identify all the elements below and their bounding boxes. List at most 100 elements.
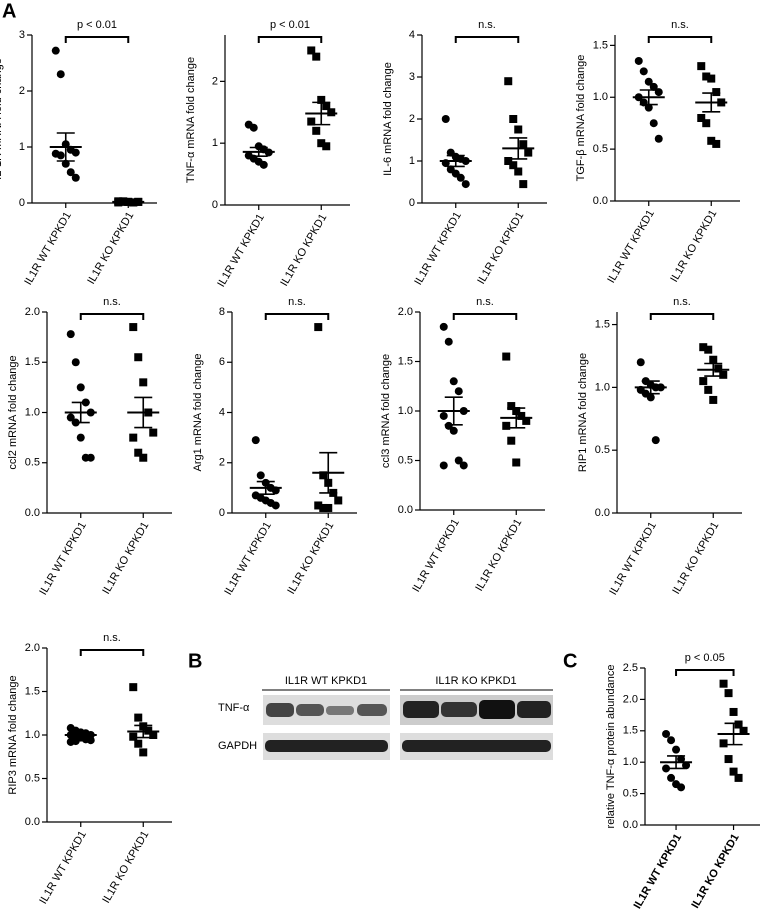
y-tick-label: 1.5 [595,318,610,330]
point [139,748,148,757]
point [702,72,711,81]
x-tick-label: IL1R KO KPKD1 [278,212,329,288]
annotation: p < 0.01 [77,19,117,31]
blot-group: IL1R WT KPKD1 [285,675,367,687]
y-tick-label: 1.5 [623,725,638,737]
significance-bracket [257,36,323,43]
point [509,161,518,170]
y-axis-label: TNF-α mRNA fold change [185,57,197,183]
point [134,739,143,748]
point [502,352,511,361]
x-tick-label: IL1R KO KPKD1 [100,829,151,905]
y-tick-label: 0.5 [25,457,40,469]
blot-group: IL1R KO KPKD1 [435,675,516,687]
point [646,393,655,402]
y-axis-label: RIP1 mRNA fold change [577,353,589,472]
y-axis-label: TGF-β mRNA fold change [575,55,587,182]
point [251,436,260,445]
band [479,700,515,719]
annotation: n.s. [476,296,494,308]
y-tick-label: 8 [219,306,225,318]
point [649,82,658,91]
point [644,77,653,86]
point [639,67,648,76]
x-tick-label: IL1R WT KPKD1 [22,210,74,287]
point [444,337,453,346]
point [507,436,516,445]
annotation: p < 0.05 [685,652,725,664]
band [266,703,294,717]
blot-row: GAPDH [218,740,257,752]
y-tick-label: 1.0 [398,405,413,417]
annotation: n.s. [671,19,689,31]
point [129,323,138,332]
significance-bracket [452,313,518,320]
band [403,701,439,718]
point [514,167,523,176]
point [444,421,453,430]
y-tick-label: 0.0 [25,507,40,519]
y-tick-label: 2 [19,85,25,97]
y-tick-label: 0 [212,199,218,211]
point [677,783,686,792]
y-tick-label: 1.5 [593,39,608,51]
y-tick-label: 4 [409,29,415,41]
point [134,713,143,722]
point [514,125,523,134]
significance-bracket [264,313,330,320]
y-axis-label: IL-6 mRNA fold change [382,62,394,176]
point [71,148,80,157]
point [519,140,528,149]
point [522,416,531,425]
point [314,323,323,332]
y-tick-label: 1.0 [623,756,638,768]
x-tick-label: IL1R WT KPKD1 [632,832,685,911]
point [271,501,280,510]
point [139,378,148,387]
annotation: n.s. [673,296,691,308]
point [636,358,645,367]
point [314,501,323,510]
y-tick-label: 0.5 [595,444,610,456]
x-tick-label: IL1R KO KPKD1 [670,520,721,596]
point [517,411,526,420]
annotation: n.s. [103,632,121,644]
y-tick-label: 4 [219,406,225,418]
point [71,173,80,182]
band [441,702,477,717]
x-tick-label: IL1R WT KPKD1 [410,517,462,594]
point [702,119,711,128]
point [707,136,716,145]
y-tick-label: 2.0 [25,306,40,318]
x-tick-label: IL1R WT KPKD1 [607,520,659,597]
significance-bracket [454,36,520,43]
point [739,726,748,735]
point [634,56,643,65]
point [456,173,465,182]
y-tick-label: 0.0 [25,816,40,828]
blot-row: TNF-α [218,702,250,714]
point [149,428,158,437]
x-tick-label: IL1R KO KPKD1 [100,520,151,596]
point [129,732,138,741]
band [402,740,551,752]
x-tick-label: IL1R WT KPKD1 [222,520,274,597]
y-tick-label: 1.5 [25,685,40,697]
point [129,683,138,692]
point [502,421,511,430]
point [439,461,448,470]
point [719,370,728,379]
y-tick-label: 0.0 [595,507,610,519]
point [524,148,533,157]
y-tick-label: 3 [19,29,25,41]
point [319,503,328,512]
point [76,383,85,392]
point [322,102,331,111]
point [504,77,513,86]
point [667,736,676,745]
band [326,706,354,715]
point [697,62,706,71]
y-tick-label: 1.5 [25,356,40,368]
point [149,731,158,739]
